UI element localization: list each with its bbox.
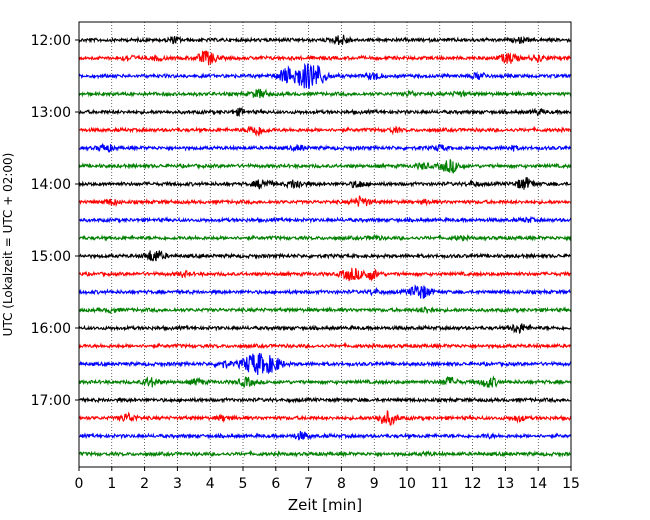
trace-row-1745 — [78, 449, 572, 458]
y-tick-label: 17:00 — [31, 393, 71, 409]
trace-row-1715 — [78, 410, 572, 426]
x-tick-label: 12 — [464, 476, 482, 492]
x-tick-label: 4 — [206, 476, 215, 492]
x-axis-label: Zeit [min] — [288, 496, 362, 514]
plot-frame — [78, 21, 572, 468]
trace-row-1700 — [78, 396, 572, 404]
x-tick-label: 1 — [107, 476, 116, 492]
trace-row-1730 — [78, 430, 572, 441]
trace-row-1445 — [78, 233, 572, 242]
x-tick-label: 7 — [304, 476, 313, 492]
x-tick-label: 14 — [529, 476, 547, 492]
x-tick-label: 8 — [337, 476, 346, 492]
y-tick-label: 15:00 — [31, 249, 71, 265]
x-tick-label: 0 — [75, 476, 84, 492]
trace-row-1500 — [78, 250, 572, 262]
x-tick-label: 13 — [496, 476, 514, 492]
trace-row-1200 — [78, 34, 572, 45]
x-grid — [111, 22, 539, 467]
trace-row-1245 — [78, 88, 572, 99]
trace-row-1615 — [78, 342, 572, 350]
trace-row-1645 — [78, 375, 572, 388]
trace-row-1330 — [78, 143, 572, 153]
trace-rows — [78, 34, 572, 458]
x-tick-label: 3 — [173, 476, 182, 492]
y-axis-label: UTC (Lokalzeit = UTC + 02:00) — [1, 153, 15, 337]
x-axis-ticks: 0 1 2 3 4 5 6 7 8 9 10 11 12 13 14 15 — [75, 467, 580, 492]
x-tick-label: 9 — [370, 476, 379, 492]
trace-row-1600 — [78, 323, 572, 335]
x-tick-label: 5 — [239, 476, 248, 492]
trace-row-1545 — [78, 306, 572, 314]
trace-row-1215 — [78, 50, 572, 66]
trace-row-1415 — [78, 195, 572, 207]
y-axis-ticks: 12:00 13:00 14:00 15:00 16:00 17:00 — [31, 33, 79, 409]
y-tick-label: 14:00 — [31, 177, 71, 193]
trace-row-1345 — [78, 159, 572, 175]
y-tick-label: 13:00 — [31, 105, 71, 121]
x-tick-label: 10 — [398, 476, 416, 492]
trace-row-1315 — [78, 125, 572, 138]
trace-row-1630 — [78, 353, 572, 376]
trace-row-1300 — [78, 106, 572, 118]
y-tick-label: 12:00 — [31, 33, 71, 49]
x-tick-label: 11 — [431, 476, 449, 492]
trace-row-1530 — [78, 284, 572, 299]
x-tick-label: 2 — [140, 476, 149, 492]
trace-row-1400 — [78, 177, 572, 190]
y-tick-label: 16:00 — [31, 321, 71, 337]
x-tick-label: 15 — [562, 476, 580, 492]
trace-row-1430 — [78, 215, 572, 224]
trace-row-1230 — [78, 62, 572, 89]
trace-row-1515 — [78, 267, 572, 282]
x-tick-label: 6 — [271, 476, 280, 492]
